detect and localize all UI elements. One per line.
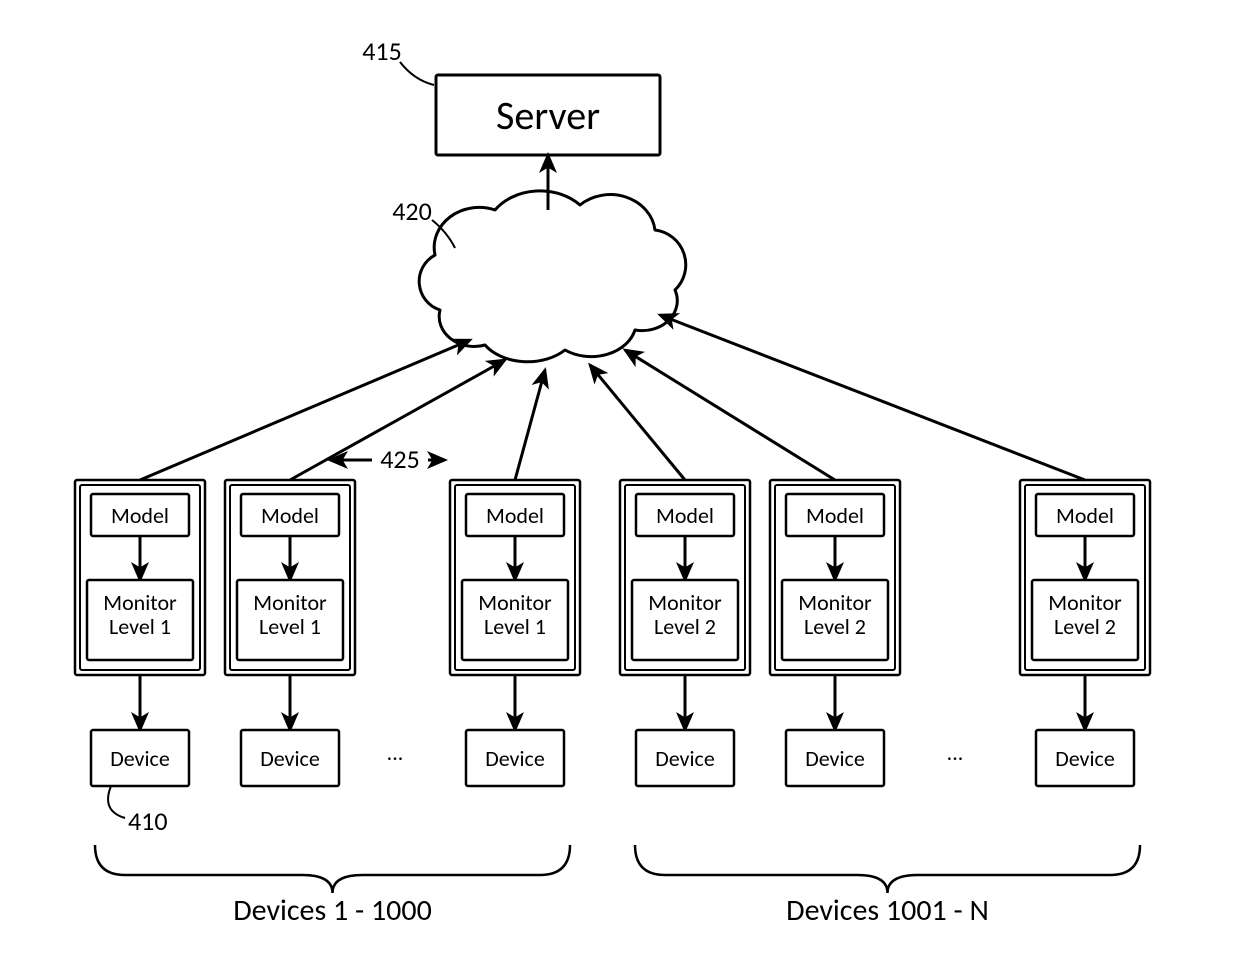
model-label-1: Model <box>261 502 319 529</box>
arrow-device-cloud-3 <box>590 365 685 480</box>
arrow-device-cloud-0 <box>140 340 470 480</box>
model-label-2: Model <box>486 502 544 529</box>
group-label-0: Devices 1 - 1000 <box>233 892 432 929</box>
ellipsis-1: ... <box>947 739 964 766</box>
device-label-1: Device <box>260 745 320 772</box>
device-label-0: Device <box>110 745 170 772</box>
model-label-0: Model <box>111 502 169 529</box>
model-label-4: Model <box>806 502 864 529</box>
device-label-5: Device <box>1055 745 1115 772</box>
device-label-2: Device <box>485 745 545 772</box>
ref-415: 415 <box>362 35 402 67</box>
group-label-1: Devices 1001 - N <box>786 892 989 929</box>
monitor-label-4: MonitorLevel 2 <box>798 589 872 640</box>
cloud <box>419 191 686 362</box>
arrow-device-cloud-5 <box>660 315 1085 480</box>
arrow-device-cloud-2 <box>515 370 545 480</box>
monitor-label-1: MonitorLevel 1 <box>253 589 327 640</box>
ellipsis-0: ... <box>387 739 404 766</box>
model-label-5: Model <box>1056 502 1114 529</box>
ref-415-leader <box>400 62 434 85</box>
device-label-4: Device <box>805 745 865 772</box>
server-label: Server <box>496 91 600 140</box>
model-label-3: Model <box>656 502 714 529</box>
ref-410-leader <box>108 786 125 818</box>
monitor-label-0: MonitorLevel 1 <box>103 589 177 640</box>
group-brace-1 <box>635 845 1140 893</box>
group-brace-0 <box>95 845 570 893</box>
ref-425: 425 <box>380 443 420 475</box>
monitor-label-5: MonitorLevel 2 <box>1048 589 1122 640</box>
device-label-3: Device <box>655 745 715 772</box>
ref-420: 420 <box>392 195 432 227</box>
monitor-label-2: MonitorLevel 1 <box>478 589 552 640</box>
ref-410: 410 <box>128 805 168 837</box>
monitor-label-3: MonitorLevel 2 <box>648 589 722 640</box>
